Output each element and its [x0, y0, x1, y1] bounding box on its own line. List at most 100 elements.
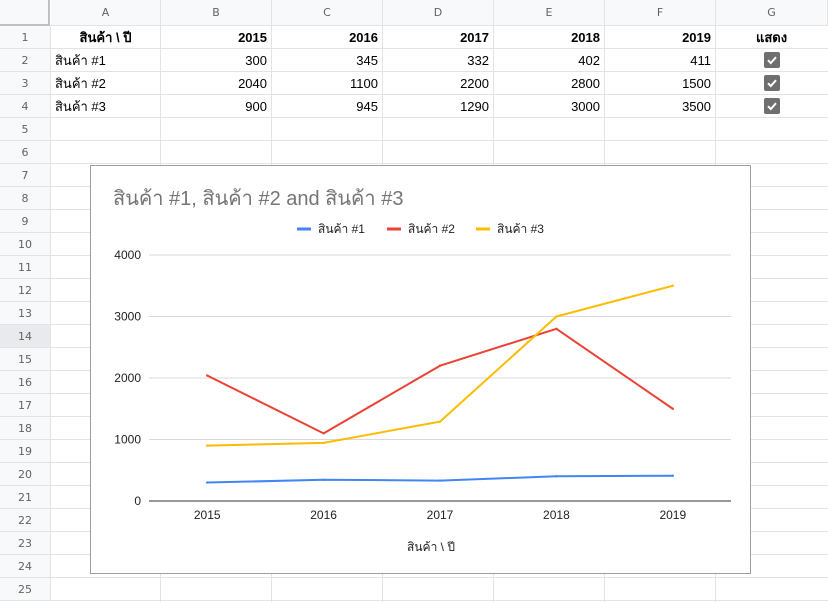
row-header-25[interactable]: 25: [0, 578, 51, 601]
data-point: [671, 407, 674, 410]
row-header-17[interactable]: 17: [0, 394, 51, 417]
row-header-10[interactable]: 10: [0, 233, 51, 256]
data-point: [671, 474, 674, 477]
column-header-c[interactable]: C: [272, 0, 383, 26]
data-point: [322, 478, 325, 481]
row-header-20[interactable]: 20: [0, 463, 51, 486]
value-cell[interactable]: 2200: [460, 75, 489, 91]
value-cell[interactable]: 345: [356, 52, 378, 68]
header-cell-f[interactable]: 2019: [682, 29, 711, 45]
chart-title: สินค้า #1, สินค้า #2 and สินค้า #3: [113, 188, 404, 210]
x-tick-label: 2016: [310, 508, 337, 522]
row-header-21[interactable]: 21: [0, 486, 51, 509]
row-gridline: [51, 117, 828, 118]
legend-label: สินค้า #1: [318, 222, 365, 236]
row-gridline: [51, 140, 828, 141]
product-name-cell[interactable]: สินค้า #1: [55, 52, 106, 68]
row-header-22[interactable]: 22: [0, 509, 51, 532]
row-header-19[interactable]: 19: [0, 440, 51, 463]
data-point: [206, 481, 209, 484]
select-all-corner[interactable]: [0, 0, 50, 26]
header-cell-e[interactable]: 2018: [571, 29, 600, 45]
value-cell[interactable]: 3500: [682, 98, 711, 114]
row-gridline: [51, 94, 828, 95]
header-cell-c[interactable]: 2016: [349, 29, 378, 45]
row-header-15[interactable]: 15: [0, 348, 51, 371]
header-cell-d[interactable]: 2017: [460, 29, 489, 45]
show-checkbox-cell[interactable]: [716, 49, 827, 71]
value-cell[interactable]: 3000: [571, 98, 600, 114]
row-header-13[interactable]: 13: [0, 302, 51, 325]
value-cell[interactable]: 300: [245, 52, 267, 68]
column-header-e[interactable]: E: [494, 0, 605, 26]
row-header-8[interactable]: 8: [0, 187, 51, 210]
row-gridline: [51, 163, 828, 164]
data-point: [322, 441, 325, 445]
checkbox-checked[interactable]: [763, 98, 780, 114]
row-header-16[interactable]: 16: [0, 371, 51, 394]
data-point: [555, 327, 558, 330]
row-header-6[interactable]: 6: [0, 141, 51, 164]
checkbox-checked[interactable]: [763, 52, 780, 68]
y-tick-label: 2000: [114, 371, 141, 385]
row-header-24[interactable]: 24: [0, 555, 51, 578]
row-header-14[interactable]: 14: [0, 325, 51, 348]
checkmark-icon: [766, 56, 777, 65]
header-cell-g[interactable]: แสดง: [755, 29, 788, 45]
row-header-23[interactable]: 23: [0, 532, 51, 555]
checkbox-checked[interactable]: [763, 75, 780, 91]
row-header-1[interactable]: 1: [0, 26, 51, 49]
row-gridline: [51, 71, 828, 72]
value-cell[interactable]: 2040: [238, 75, 267, 91]
row-header-3[interactable]: 3: [0, 72, 51, 95]
show-checkbox-cell[interactable]: [716, 72, 827, 94]
y-tick-label: 0: [134, 494, 141, 508]
data-point: [438, 479, 442, 482]
data-point: [438, 364, 442, 367]
value-cell[interactable]: 411: [690, 52, 711, 68]
value-cell[interactable]: 402: [578, 52, 600, 68]
product-name-cell[interactable]: สินค้า #2: [55, 75, 106, 91]
data-point: [206, 444, 209, 447]
row-gridline: [51, 48, 828, 49]
data-point: [555, 475, 558, 478]
row-header-12[interactable]: 12: [0, 279, 51, 302]
show-checkbox-cell[interactable]: [716, 95, 827, 117]
data-point: [206, 374, 209, 377]
row-header-5[interactable]: 5: [0, 118, 51, 141]
row-header-9[interactable]: 9: [0, 210, 51, 233]
header-cell-b[interactable]: 2015: [238, 29, 267, 45]
value-cell[interactable]: 1500: [682, 75, 711, 91]
checkmark-icon: [766, 102, 777, 111]
row-header-18[interactable]: 18: [0, 417, 51, 440]
value-cell[interactable]: 1100: [350, 75, 378, 91]
column-header-g[interactable]: G: [716, 0, 828, 26]
row-header-7[interactable]: 7: [0, 164, 51, 187]
y-tick-label: 1000: [114, 433, 141, 447]
row-gridline: [51, 600, 828, 601]
column-header-d[interactable]: D: [383, 0, 494, 26]
column-header-a[interactable]: A: [51, 0, 161, 26]
chart-plot: 0 1000 2000 3000 4000 2015 2016 2017 2018 2019 สิน…: [114, 222, 731, 554]
row-header-2[interactable]: 2: [0, 49, 51, 72]
value-cell[interactable]: 1290: [460, 98, 489, 114]
column-header-b[interactable]: B: [161, 0, 272, 26]
x-tick-label: 2017: [427, 508, 454, 522]
product-name-cell[interactable]: สินค้า #3: [55, 98, 106, 114]
data-point: [438, 420, 442, 423]
column-header-f[interactable]: F: [605, 0, 716, 26]
value-cell[interactable]: 332: [467, 52, 489, 68]
header-cell-a[interactable]: สินค้า \ ปี: [79, 29, 132, 45]
x-tick-label: 2019: [659, 508, 686, 522]
value-cell[interactable]: 945: [356, 98, 378, 114]
line-chart[interactable]: สินค้า #1, สินค้า #2 and สินค้า #3 0 1000…: [90, 165, 751, 574]
checkmark-icon: [766, 79, 777, 88]
x-tick-label: 2015: [194, 508, 221, 522]
row-header-4[interactable]: 4: [0, 95, 51, 118]
value-cell[interactable]: 900: [245, 98, 267, 114]
row-header-11[interactable]: 11: [0, 256, 51, 279]
value-cell[interactable]: 2800: [571, 75, 600, 91]
y-tick-label: 3000: [114, 310, 141, 324]
x-axis-title: สินค้า \ ปี: [407, 540, 455, 554]
